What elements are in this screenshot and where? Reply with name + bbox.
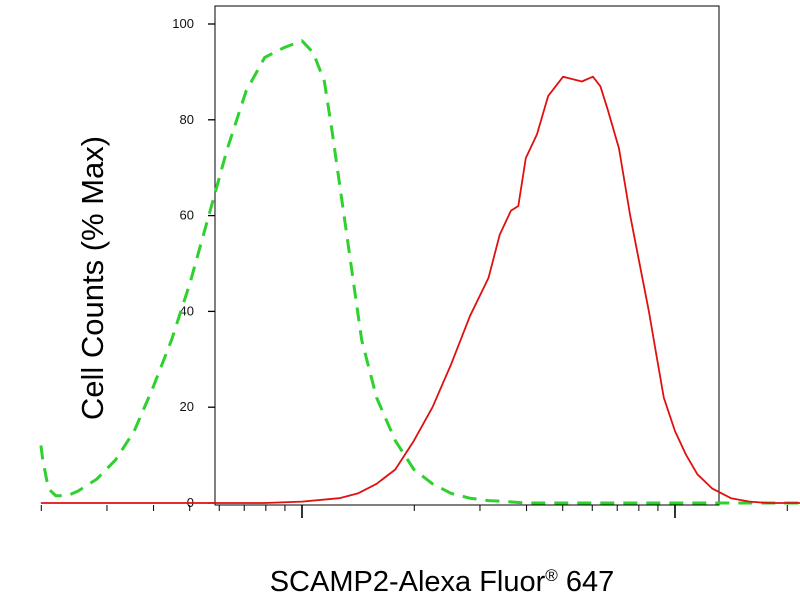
y-tick-label: 20 <box>180 399 194 414</box>
x-axis-title-suffix: 647 <box>558 566 614 598</box>
y-tick-label: 60 <box>180 208 194 223</box>
plot-frame <box>214 5 720 506</box>
x-axis-title-main: SCAMP2-Alexa Fluor <box>270 566 546 598</box>
sample-series-line <box>40 75 800 504</box>
series-layer <box>39 39 800 505</box>
x-axis-title: SCAMP2-Alexa Fluor® 647 <box>270 566 615 598</box>
x-axis-title-registered-mark: ® <box>545 566 558 585</box>
plot-border <box>214 5 720 506</box>
y-axis-title: Cell Counts (% Max) <box>75 136 110 420</box>
y-tick-label: 100 <box>172 16 194 31</box>
y-tick-label: 40 <box>180 303 194 318</box>
x-axis-ticks <box>40 505 788 518</box>
y-tick-label: 80 <box>180 112 194 127</box>
control-series-line <box>39 39 800 505</box>
